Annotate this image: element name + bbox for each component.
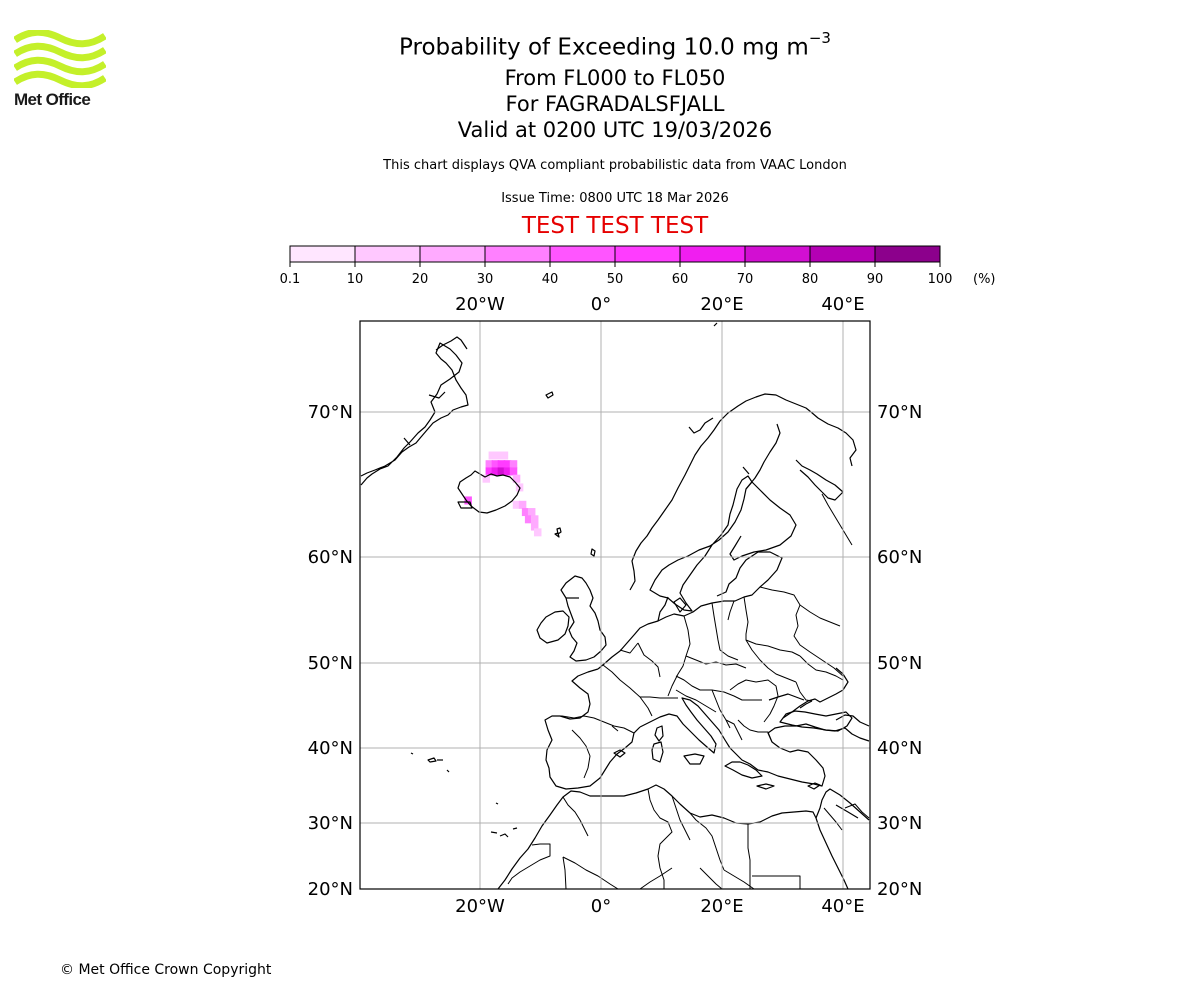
ash-probability-cell [482, 474, 491, 483]
latitude-label-right: 50°N [877, 653, 922, 674]
chart-title: Probability of Exceeding 10.0 mg m−3 [399, 29, 831, 61]
latitude-label-left: 60°N [308, 547, 353, 568]
colorbar-tick-label: 80 [802, 272, 819, 287]
ash-probability-cell [512, 500, 521, 509]
colorbar-tick-label: 100 [928, 272, 953, 287]
colorbar-swatch [550, 246, 616, 262]
colorbar-swatch [875, 246, 941, 262]
ash-probability-cell [533, 528, 542, 537]
ash-probability-cell [509, 467, 518, 476]
ash-probability-cell [503, 467, 512, 476]
colorbar-swatch [485, 246, 551, 262]
ash-probability-cell [497, 467, 506, 476]
norway-coast [629, 393, 812, 591]
colorbar-swatch [745, 246, 811, 262]
latitude-label-right: 40°N [877, 738, 922, 759]
colorbar-swatch [290, 246, 356, 262]
ash-probability-cell [494, 451, 503, 460]
longitude-label-top: 40°E [821, 294, 864, 315]
continental-europe-coast [597, 551, 783, 670]
ash-probability-cell [503, 460, 512, 469]
map-frame [359, 320, 871, 890]
ash-probability-cell [500, 451, 509, 460]
ash-probability-cell [491, 467, 500, 476]
colorbar-swatch [420, 246, 486, 262]
ash-probability-cell [509, 460, 518, 469]
copyright-notice: © Met Office Crown Copyright [60, 962, 272, 978]
colorbar-tick-label: 50 [607, 272, 624, 287]
ash-probability-cell [512, 474, 521, 483]
baltic-coast [649, 475, 753, 612]
ash-probability-cell [530, 522, 539, 531]
longitude-label-top: 0° [591, 294, 611, 315]
colorbar-tick-label: 20 [412, 272, 429, 287]
chart-description: This chart displays QVA compliant probab… [383, 158, 847, 173]
valid-time: Valid at 0200 UTC 19/03/2026 [457, 117, 773, 142]
colorbar-unit-label: (%) [973, 272, 996, 287]
volcano-name: For FAGRADALSFJALL [505, 91, 725, 116]
colorbar-tick-label: 60 [672, 272, 689, 287]
longitude-label-bottom: 20°W [455, 896, 505, 917]
great-britain-coast [560, 575, 607, 662]
logo-wordmark: Met Office [14, 90, 91, 109]
latitude-label-left: 30°N [308, 813, 353, 834]
map-background [360, 321, 870, 889]
colorbar-swatch [680, 246, 746, 262]
ash-probability-cell [491, 460, 500, 469]
graticule [360, 321, 870, 889]
colorbar-tick-label: 40 [542, 272, 559, 287]
ireland-coast [536, 610, 570, 644]
colorbar-swatch [810, 246, 876, 262]
greenland-coast [360, 342, 469, 486]
met-office-logo: Met Office [14, 30, 108, 110]
iceland-coast [457, 470, 521, 514]
ash-probability-cell [521, 508, 530, 517]
ash-probability-cell [485, 460, 494, 469]
latitude-label-left: 70°N [308, 402, 353, 423]
latitude-label-left: 20°N [308, 879, 353, 900]
ash-probability-cell [527, 508, 536, 517]
coastlines-and-borders [360, 322, 870, 889]
latitude-label-left: 40°N [308, 738, 353, 759]
colorbar-swatch [615, 246, 681, 262]
ash-probability-cell [464, 496, 472, 505]
latitude-label-right: 60°N [877, 547, 922, 568]
colorbar-tick-label: 10 [347, 272, 364, 287]
colorbar: 0.1 10 20 30 40 50 60 70 80 90 100 (%) [280, 245, 996, 287]
issue-time: Issue Time: 0800 UTC 18 Mar 2026 [501, 191, 729, 206]
longitude-label-bottom: 0° [591, 896, 611, 917]
longitude-label-top: 20°E [700, 294, 743, 315]
ash-probability-cell [530, 515, 539, 524]
longitude-label-bottom: 20°E [700, 896, 743, 917]
chart-title-block: Probability of Exceeding 10.0 mg m−3 Fro… [330, 24, 900, 143]
latitude-label-left: 50°N [308, 653, 353, 674]
latitude-label-right: 20°N [877, 879, 922, 900]
colorbar-tick-label: 30 [477, 272, 494, 287]
latitude-label-right: 30°N [877, 813, 922, 834]
flight-level-range: From FL000 to FL050 [504, 65, 726, 90]
colorbar-tick-label: 90 [867, 272, 884, 287]
ash-probability-cell [485, 467, 494, 476]
ash-probability-cell [524, 515, 533, 524]
longitude-label-top: 20°W [455, 294, 505, 315]
colorbar-tick-label: 0.1 [280, 272, 301, 287]
black-sea-coast [779, 710, 853, 732]
met-office-wave-icon [14, 30, 106, 88]
colorbar-tick-label: 70 [737, 272, 754, 287]
ash-probability-cell [518, 500, 527, 509]
ash-probability-cell [488, 451, 497, 460]
colorbar-swatch [355, 246, 421, 262]
test-banner: TEST TEST TEST [521, 213, 709, 239]
latitude-label-right: 70°N [877, 402, 922, 423]
longitude-label-bottom: 40°E [821, 896, 864, 917]
ash-probability-cell [497, 460, 506, 469]
